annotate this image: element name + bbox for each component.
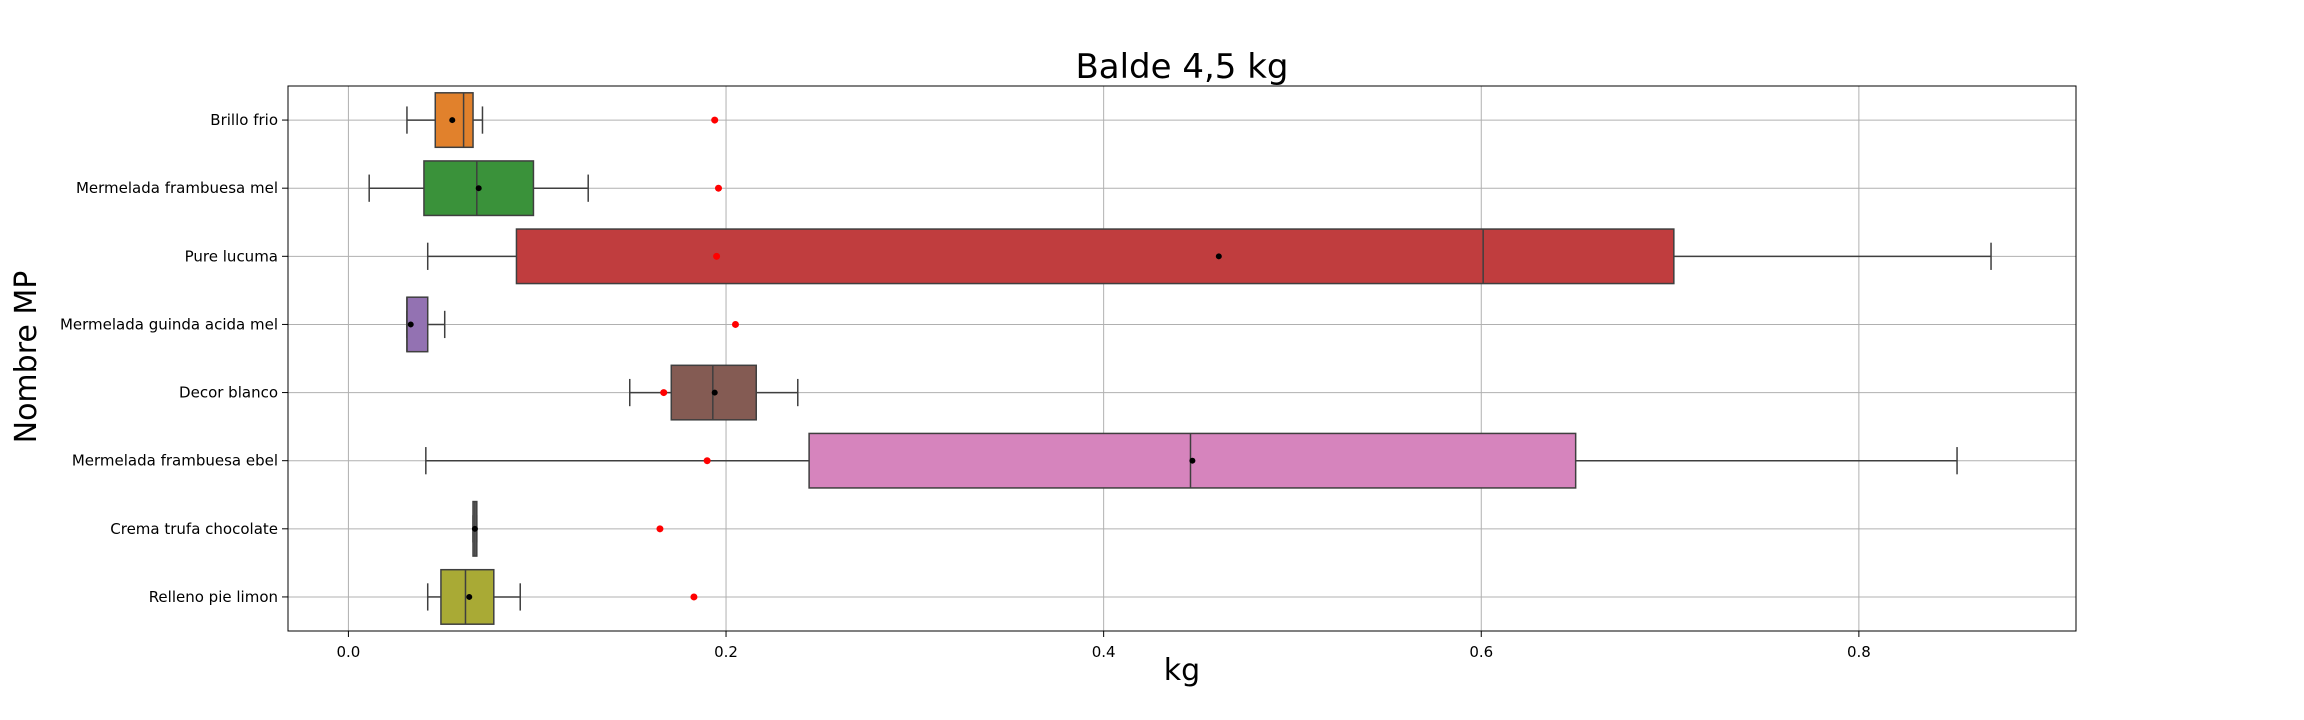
y-tick-label: Relleno pie limon <box>149 588 278 606</box>
mean-point <box>471 525 478 532</box>
box-group <box>406 92 484 149</box>
boxes-layer <box>368 92 1992 625</box>
y-tick-label: Crema trufa chocolate <box>110 520 278 538</box>
y-tick-label: Mermelada frambuesa mel <box>76 179 278 197</box>
x-tick-label: 0.6 <box>1469 643 1493 661</box>
reference-point <box>713 252 721 260</box>
x-tick-layer: 0.0 0.2 0.4 0.6 0.8 <box>336 631 1871 661</box>
markers-layer <box>407 116 1222 601</box>
y-tick-label: Pure lucuma <box>185 247 278 265</box>
mean-point <box>1215 253 1222 260</box>
reference-point <box>714 184 722 192</box>
x-tick-label: 0.8 <box>1847 643 1871 661</box>
x-tick-label: 0.0 <box>336 643 360 661</box>
x-tick-label: 0.2 <box>714 643 738 661</box>
box-group <box>368 160 589 217</box>
reference-point <box>690 593 698 601</box>
mean-point <box>475 185 482 192</box>
box-group <box>426 228 1992 285</box>
box-group <box>406 296 446 353</box>
mean-point <box>711 389 718 396</box>
plot-frame <box>287 85 2077 632</box>
reference-point <box>660 389 668 397</box>
chart-title: Balde 4,5 kg <box>1075 47 1288 87</box>
y-tick-label: Decor blanco <box>179 384 278 402</box>
box <box>515 228 1675 285</box>
mean-point <box>407 321 414 328</box>
box-group <box>426 568 521 625</box>
mean-point <box>466 593 473 600</box>
y-tick-layer: Brillo frio Mermelada frambuesa mel Pure l… <box>60 111 288 606</box>
y-tick-label: Brillo frio <box>210 111 278 129</box>
x-tick-label: 0.4 <box>1092 643 1116 661</box>
y-axis-label: Nombre MP <box>9 271 44 444</box>
x-axis-label: kg <box>1164 653 1200 688</box>
reference-point <box>731 320 739 328</box>
mean-point <box>1189 457 1196 464</box>
box <box>423 160 535 217</box>
y-tick-label: Mermelada frambuesa ebel <box>72 452 278 470</box>
mean-point <box>449 117 456 124</box>
reference-point <box>656 525 664 533</box>
grid-layer <box>288 86 2076 631</box>
box <box>434 92 474 149</box>
reference-point <box>711 116 719 124</box>
y-tick-label: Mermelada guinda acida mel <box>60 315 278 333</box>
reference-point <box>703 457 711 465</box>
